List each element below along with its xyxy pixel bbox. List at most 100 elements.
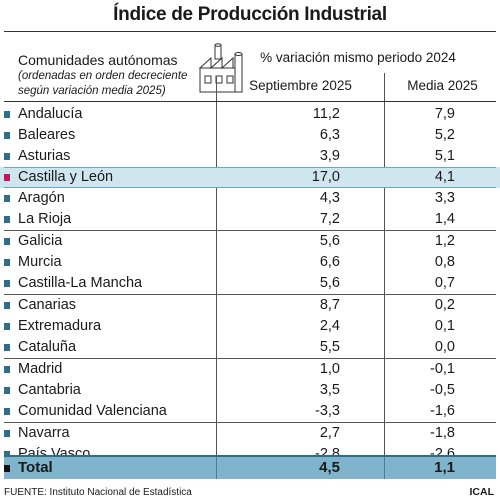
column-divider — [384, 73, 385, 455]
row-marker — [4, 259, 10, 266]
september-value: 1,0 — [319, 361, 340, 377]
september-value: 5,6 — [319, 275, 340, 291]
row-marker — [4, 111, 10, 118]
region-name: Andalucía — [18, 106, 83, 122]
september-value: -3,3 — [315, 403, 340, 419]
region-name: Madrid — [18, 361, 63, 377]
brand-logo: ICAL — [469, 486, 495, 498]
column-header-average: Media 2025 — [407, 78, 478, 93]
column-header-region: Comunidades autónomas — [18, 52, 178, 68]
september-value: 4,3 — [319, 190, 340, 206]
total-row: Total 4,5 1,1 — [4, 455, 496, 479]
row-marker — [4, 153, 10, 160]
average-value: 3,3 — [434, 190, 455, 206]
september-value: 6,3 — [319, 127, 340, 143]
average-value: 5,1 — [434, 148, 455, 164]
average-value: -1,6 — [430, 403, 455, 419]
row-marker — [4, 344, 10, 351]
average-value: 0,0 — [434, 339, 455, 355]
column-group-header: % variación mismo periodo 2024 — [260, 50, 456, 65]
average-value: -0,1 — [430, 361, 455, 377]
table-row: Aragón 4,3 3,3 — [0, 188, 500, 209]
total-average-value: 1,1 — [434, 459, 455, 476]
table-row: Cataluña 5,5 0,0 — [0, 337, 500, 358]
table-row: Galicia 5,6 1,2 — [0, 231, 500, 252]
row-marker — [4, 302, 10, 309]
table-row: Extremadura 2,4 0,1 — [0, 316, 500, 337]
region-name: Galicia — [18, 233, 63, 249]
table-row: La Rioja 7,2 1,4 — [0, 209, 500, 230]
table-row: Murcia 6,6 0,8 — [0, 252, 500, 273]
region-name: Aragón — [18, 190, 65, 206]
average-value: 1,2 — [434, 233, 455, 249]
average-value: 1,4 — [434, 211, 455, 227]
total-september-value: 4,5 — [319, 459, 340, 476]
group-divider — [4, 230, 496, 231]
table-row: Baleares 6,3 5,2 — [0, 125, 500, 146]
column-divider — [216, 77, 217, 455]
chart-title: Índice de Producción Industrial — [113, 4, 387, 25]
september-value: 8,7 — [319, 297, 340, 313]
region-name: Murcia — [18, 254, 62, 270]
september-value: 5,6 — [319, 233, 340, 249]
region-name: Comunidad Valenciana — [18, 403, 167, 419]
region-name: Castilla y León — [18, 169, 114, 185]
row-marker — [4, 195, 10, 202]
column-header-note: (ordenadas en orden decreciente según va… — [18, 70, 188, 97]
source-note: FUENTE: Instituto Nacional de Estadístic… — [4, 487, 192, 498]
average-value: 0,2 — [434, 297, 455, 313]
average-value: 4,1 — [434, 169, 455, 185]
region-name: Cantabria — [18, 382, 81, 398]
row-marker — [4, 430, 10, 437]
september-value: 5,5 — [319, 339, 340, 355]
september-value: 17,0 — [311, 169, 340, 185]
table-row: Comunidad Valenciana -3,3 -1,6 — [0, 401, 500, 422]
region-name: Navarra — [18, 425, 70, 441]
region-name: Extremadura — [18, 318, 102, 334]
group-divider — [4, 294, 496, 295]
region-name: Asturias — [18, 148, 71, 164]
average-value: 7,9 — [434, 106, 455, 122]
table-row: Madrid 1,0 -0,1 — [0, 359, 500, 380]
row-marker — [4, 387, 10, 394]
row-marker — [4, 465, 10, 472]
table-row: Navarra 2,7 -1,8 — [0, 423, 500, 444]
september-value: 7,2 — [319, 211, 340, 227]
row-marker — [4, 132, 10, 139]
region-name: Cataluña — [18, 339, 77, 355]
average-value: 0,8 — [434, 254, 455, 270]
group-divider — [4, 422, 496, 423]
factory-icon — [198, 43, 243, 93]
title-divider — [4, 31, 496, 32]
region-name: La Rioja — [18, 211, 72, 227]
table-row: Canarias 8,7 0,2 — [0, 295, 500, 316]
row-marker — [4, 408, 10, 415]
september-value: 2,7 — [319, 425, 340, 441]
average-value: 0,7 — [434, 275, 455, 291]
row-marker — [4, 451, 10, 458]
region-name: Canarias — [18, 297, 77, 313]
average-value: -1,8 — [430, 425, 455, 441]
september-value: 3,5 — [319, 382, 340, 398]
average-value: -0,5 — [430, 382, 455, 398]
september-value: 2,4 — [319, 318, 340, 334]
region-name: Baleares — [18, 127, 76, 143]
table-row: Castilla y León 17,0 4,1 — [0, 167, 500, 188]
row-marker — [4, 323, 10, 330]
total-label: Total — [18, 459, 53, 476]
row-marker — [4, 216, 10, 223]
data-table-body: Andalucía 11,2 7,9 Baleares 6,3 5,2 Asturias 3,… — [0, 104, 500, 465]
table-row: Castilla-La Mancha 5,6 0,7 — [0, 273, 500, 294]
group-divider — [4, 358, 496, 359]
region-name: Castilla-La Mancha — [18, 275, 143, 291]
row-marker — [4, 174, 10, 181]
average-value: 5,2 — [434, 127, 455, 143]
september-value: 6,6 — [319, 254, 340, 270]
row-marker — [4, 366, 10, 373]
column-divider — [384, 457, 385, 479]
column-divider — [216, 457, 217, 479]
header-divider — [4, 101, 496, 102]
table-row: Asturias 3,9 5,1 — [0, 146, 500, 167]
column-header-september: Septiembre 2025 — [249, 78, 352, 93]
table-row: Cantabria 3,5 -0,5 — [0, 380, 500, 401]
